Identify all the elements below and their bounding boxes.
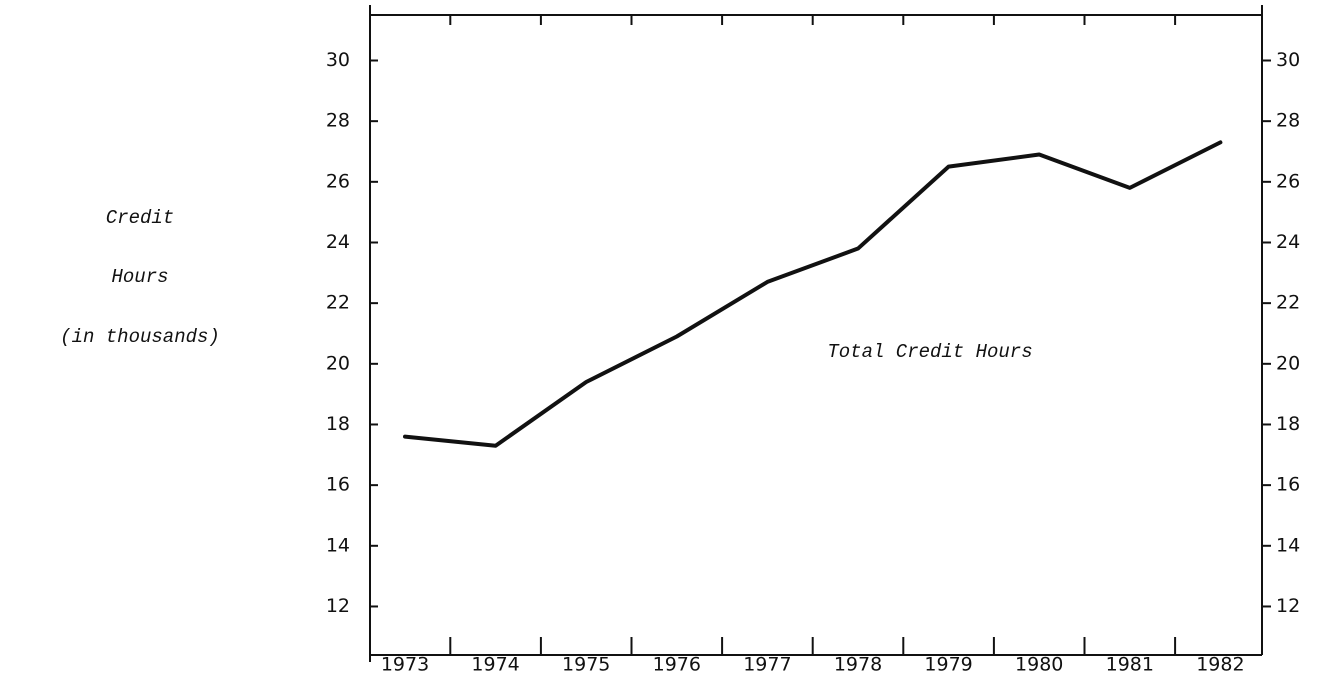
y-axis-label: Hours: [111, 266, 168, 288]
line: [403, 140, 1223, 448]
y2-tick-label: 14: [1276, 534, 1300, 556]
y-tick-label: 30: [326, 49, 350, 71]
annotation: Total Credit Hours: [827, 341, 1032, 363]
x-tick-label: 1978: [834, 654, 882, 673]
y2-tick-label: 22: [1276, 292, 1300, 314]
y-tick-label: 12: [326, 595, 350, 617]
y2-tick-label: 20: [1276, 352, 1300, 374]
y-tick-label: 28: [326, 110, 350, 132]
x-tick-label: 1979: [924, 654, 972, 673]
y-tick-label: 16: [326, 474, 350, 496]
y2-tick-label: 24: [1276, 231, 1300, 253]
y2-tick-label: 12: [1276, 595, 1300, 617]
x-tick-label: 1982: [1196, 654, 1244, 673]
y2-tick-label: 16: [1276, 474, 1300, 496]
y2-tick-label: 28: [1276, 110, 1300, 132]
y-tick-label: 24: [326, 231, 350, 253]
y2-tick-label: 30: [1276, 49, 1300, 71]
y-tick-label: 20: [326, 352, 350, 374]
x-tick-label: 1981: [1106, 654, 1154, 673]
y-axis-label: (in thousands): [60, 326, 220, 348]
y-tick-label: 18: [326, 413, 350, 435]
y-tick-label: 22: [326, 292, 350, 314]
x-tick-label: 1980: [1015, 654, 1063, 673]
y-tick-label: 14: [326, 534, 350, 556]
y2-tick-label: 26: [1276, 170, 1300, 192]
x-tick-label: 1976: [653, 654, 701, 673]
x-tick-label: 1973: [381, 654, 429, 673]
x-tick-label: 1977: [743, 654, 791, 673]
y-tick-label: 26: [326, 170, 350, 192]
y-axis-label: Credit: [106, 207, 174, 229]
x-tick-label: 1974: [471, 654, 519, 673]
x-tick-label: 1975: [562, 654, 610, 673]
y2-tick-label: 18: [1276, 413, 1300, 435]
